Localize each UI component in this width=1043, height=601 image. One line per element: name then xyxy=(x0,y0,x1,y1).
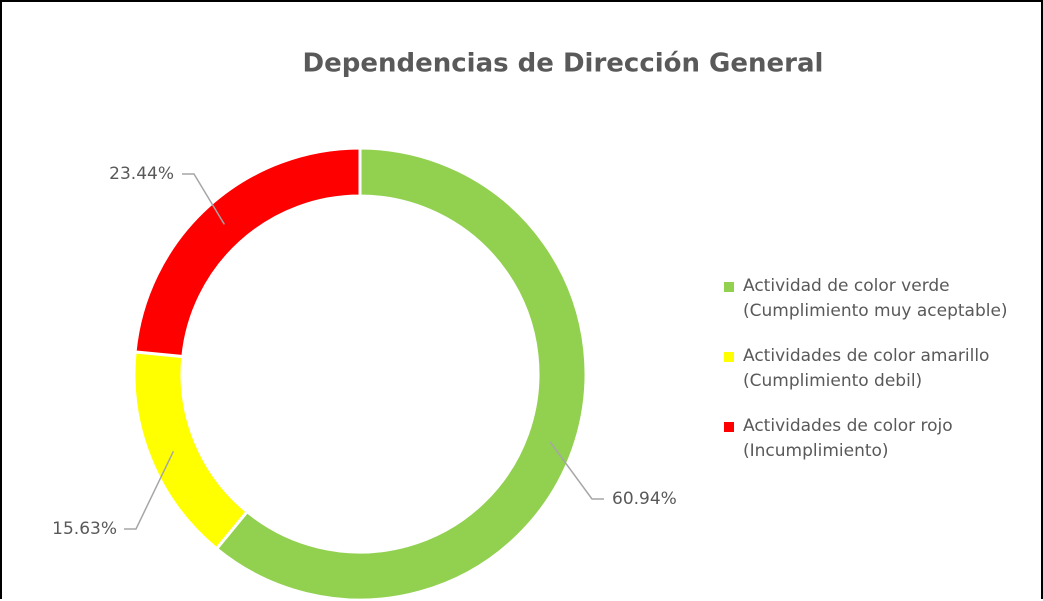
legend-label: Actividades de color rojo (Incumplimient… xyxy=(743,416,953,461)
leader-line xyxy=(124,450,175,530)
donut-segment xyxy=(214,146,588,601)
legend-swatch xyxy=(724,422,734,432)
chart-title: Dependencias de Dirección General xyxy=(303,49,824,79)
data-label: 60.94% xyxy=(612,489,677,509)
legend: Actividad de color verde (Cumplimiento m… xyxy=(724,274,1043,484)
legend-label: Actividad de color verde (Cumplimiento m… xyxy=(743,276,1008,321)
data-label: 15.63% xyxy=(52,519,117,539)
legend-label: Actividades de color amarillo (Cumplimie… xyxy=(743,346,990,391)
leader-line xyxy=(549,441,604,500)
data-label: 23.44% xyxy=(109,164,174,184)
legend-item: Actividades de color amarillo (Cumplimie… xyxy=(724,344,1043,394)
leader-line xyxy=(182,173,225,225)
legend-swatch xyxy=(724,282,734,292)
legend-swatch xyxy=(724,352,734,362)
legend-item: Actividades de color rojo (Incumplimient… xyxy=(724,414,1043,464)
donut-segment xyxy=(133,146,362,359)
legend-item: Actividad de color verde (Cumplimiento m… xyxy=(724,274,1043,324)
donut-segment xyxy=(132,350,250,551)
